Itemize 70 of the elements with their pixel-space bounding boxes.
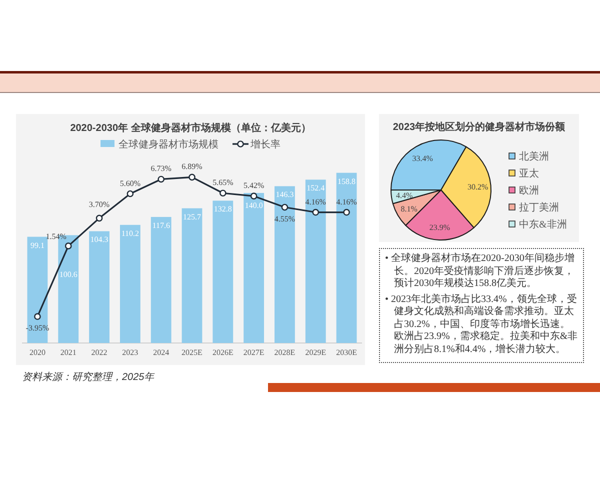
- data-label: 4.16%: [336, 197, 358, 206]
- point: [281, 204, 288, 211]
- bar: [150, 216, 172, 343]
- data-label: 5.65%: [212, 178, 234, 188]
- legend-label: 北美洲: [519, 150, 549, 162]
- data-label: 3.70%: [88, 200, 110, 210]
- bar: [89, 231, 110, 343]
- x-tick-label: 2025E: [182, 348, 203, 357]
- point: [34, 313, 41, 320]
- text: • 全球健身器材市场在2020-2030年间稳步增长。2020年受疫情影响下滑后逐步恢复，预计2030年规模达158.8亿美元。: [385, 253, 576, 290]
- data-label: 158.8: [338, 176, 356, 186]
- legend-label: 增长率: [250, 138, 280, 150]
- data-label: 1.54%: [46, 232, 67, 241]
- legend-label: 拉丁美洲: [519, 202, 559, 214]
- bar: [120, 224, 140, 343]
- text: 资料来源：研究整理，2025年: [22, 371, 156, 383]
- text: 2023年按地区划分的健身器材市场份额: [392, 121, 566, 133]
- data-label: 23.9%: [429, 222, 450, 232]
- data-label: 125.7: [183, 212, 201, 222]
- bar: [182, 208, 202, 343]
- point: [126, 190, 134, 198]
- data-label: 146.3: [276, 190, 294, 200]
- x-tick-label: 2023: [122, 348, 138, 357]
- point: [343, 208, 350, 216]
- data-label: 4.55%: [274, 214, 296, 224]
- data-label: 140.0: [244, 200, 263, 210]
- data-label: 4.4%: [396, 191, 414, 200]
- data-label: 8.1%: [400, 204, 418, 214]
- data-label: 99.1: [30, 240, 44, 250]
- chart-title: 2020-2030年 全球健身器材市场规模（单位：亿美元）: [70, 122, 311, 134]
- bar: [274, 186, 295, 343]
- data-label: 4.16%: [305, 197, 326, 206]
- point: [312, 208, 320, 216]
- bar: [305, 180, 326, 343]
- bar: [212, 200, 234, 343]
- point: [188, 174, 196, 181]
- data-label: 117.6: [152, 220, 170, 230]
- legend-label: 全球健身器材市场规模: [118, 138, 218, 150]
- point: [250, 192, 258, 200]
- text: • 2023年北美市场占比33.4%，领先全球，受健身文化成熟和高端设备需求推动。亚太占30.2%，中国、印度等市场增长迅速。欧洲占23.9%，需求稳定。拉美和中东&非洲分别占8.1%和4.4%，增长潜力较大。: [385, 294, 578, 356]
- point: [158, 176, 164, 183]
- data-label: 100.6: [59, 270, 78, 280]
- x-tick-label: 2021: [60, 348, 76, 357]
- data-label: 6.89%: [182, 162, 203, 172]
- point: [220, 190, 226, 197]
- x-tick-label: 2020: [29, 348, 46, 357]
- bar: [244, 192, 264, 343]
- data-label: 6.73%: [150, 164, 172, 174]
- x-tick-label: 2027E: [243, 348, 264, 357]
- x-tick-label: 2029E: [305, 348, 326, 357]
- data-label: 104.3: [90, 235, 108, 244]
- point: [64, 242, 72, 250]
- data-label: 33.4%: [412, 154, 434, 163]
- bar: [27, 236, 48, 343]
- data-label: 110.2: [121, 228, 140, 238]
- data-label: 132.8: [214, 204, 232, 214]
- x-tick-label: 2022: [91, 348, 108, 357]
- x-tick-label: 2028E: [274, 348, 296, 357]
- legend-label: 中东&非洲: [519, 218, 567, 230]
- data-label: 30.2%: [468, 182, 488, 192]
- data-label: 5.60%: [120, 178, 141, 188]
- x-tick-label: 2030E: [336, 348, 358, 357]
- data-label: 5.42%: [243, 181, 264, 190]
- data-label: 152.4: [306, 184, 325, 193]
- x-tick-label: 2026E: [212, 348, 234, 357]
- legend-label: 亚太: [519, 168, 539, 180]
- legend-label: 欧洲: [519, 184, 539, 196]
- x-tick-label: 2024: [153, 348, 170, 357]
- bar: [336, 172, 357, 343]
- point: [96, 214, 103, 222]
